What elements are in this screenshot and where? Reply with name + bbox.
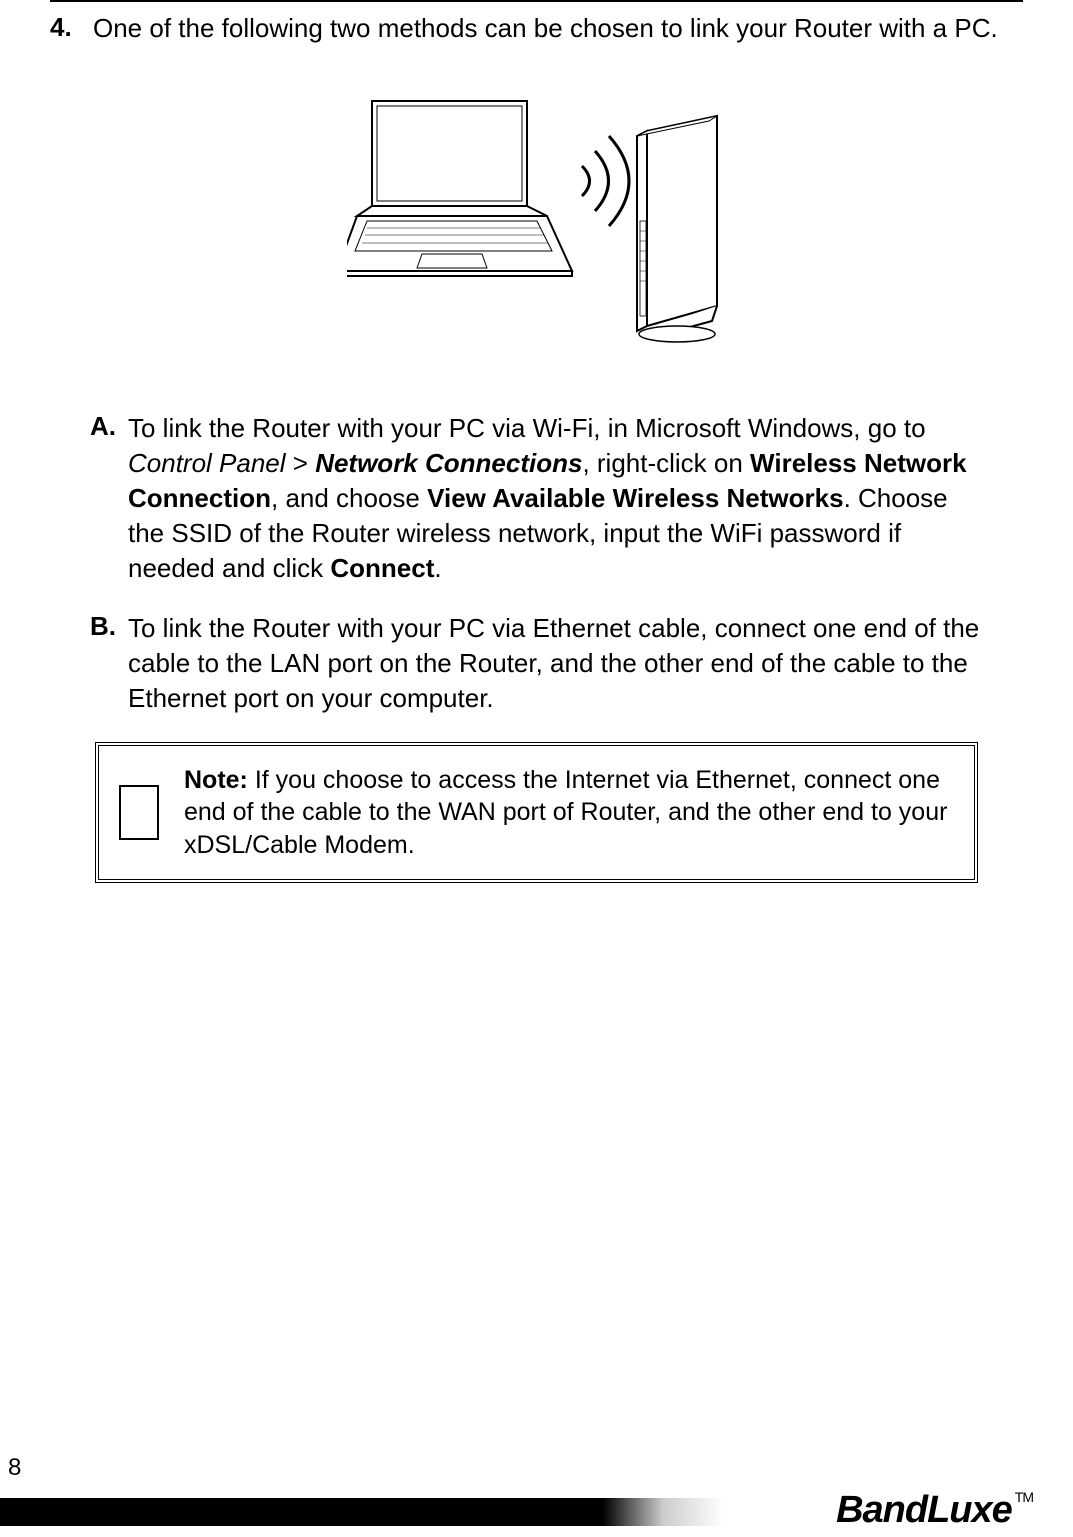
page-number: 8 [8, 1454, 21, 1482]
top-rule [50, 0, 1023, 2]
text-part: , right-click on [582, 448, 750, 478]
brand-logo: BandLuxeTM [836, 1489, 1033, 1532]
step-number: 4. [50, 12, 85, 46]
note-box: Note: If you choose to access the Intern… [95, 742, 978, 884]
footer-bar-gradient [603, 1498, 723, 1526]
text-part: . [434, 553, 441, 583]
logo-text: BandLuxe [836, 1489, 1012, 1531]
substep-a-text: To link the Router with your PC via Wi-F… [128, 411, 983, 586]
text-bold: View Available Wireless Networks [427, 483, 843, 513]
wifi-waves-icon [582, 136, 629, 226]
text-bold-italic: Network Connections [315, 448, 582, 478]
laptop-icon [347, 101, 572, 276]
substep-b-text: To link the Router with your PC via Ethe… [128, 611, 983, 716]
note-label: Note: [184, 766, 248, 794]
text-italic: Control Panel [128, 448, 286, 478]
substep-b: B. To link the Router with your PC via E… [90, 611, 983, 716]
router-icon [637, 116, 717, 342]
page-content: 4. One of the following two methods can … [0, 12, 1073, 883]
note-text: Note: If you choose to access the Intern… [184, 764, 954, 862]
logo-tm: TM [1015, 1489, 1033, 1505]
substep-a-letter: A. [90, 411, 122, 586]
text-part: > [286, 448, 316, 478]
laptop-router-illustration [50, 76, 1023, 361]
step-text: One of the following two methods can be … [93, 12, 998, 46]
footer-bar-dark [0, 1498, 603, 1526]
page-footer: 8 BandLuxeTM [0, 1462, 1073, 1537]
substep-b-letter: B. [90, 611, 122, 716]
substep-a: A. To link the Router with your PC via W… [90, 411, 983, 586]
step-4: 4. One of the following two methods can … [50, 12, 1023, 46]
text-bold: Connect [330, 553, 434, 583]
text-part: , and choose [271, 483, 427, 513]
text-part: To link the Router with your PC via Wi-F… [128, 413, 926, 443]
note-body: If you choose to access the Internet via… [184, 766, 947, 859]
note-icon [119, 785, 159, 840]
